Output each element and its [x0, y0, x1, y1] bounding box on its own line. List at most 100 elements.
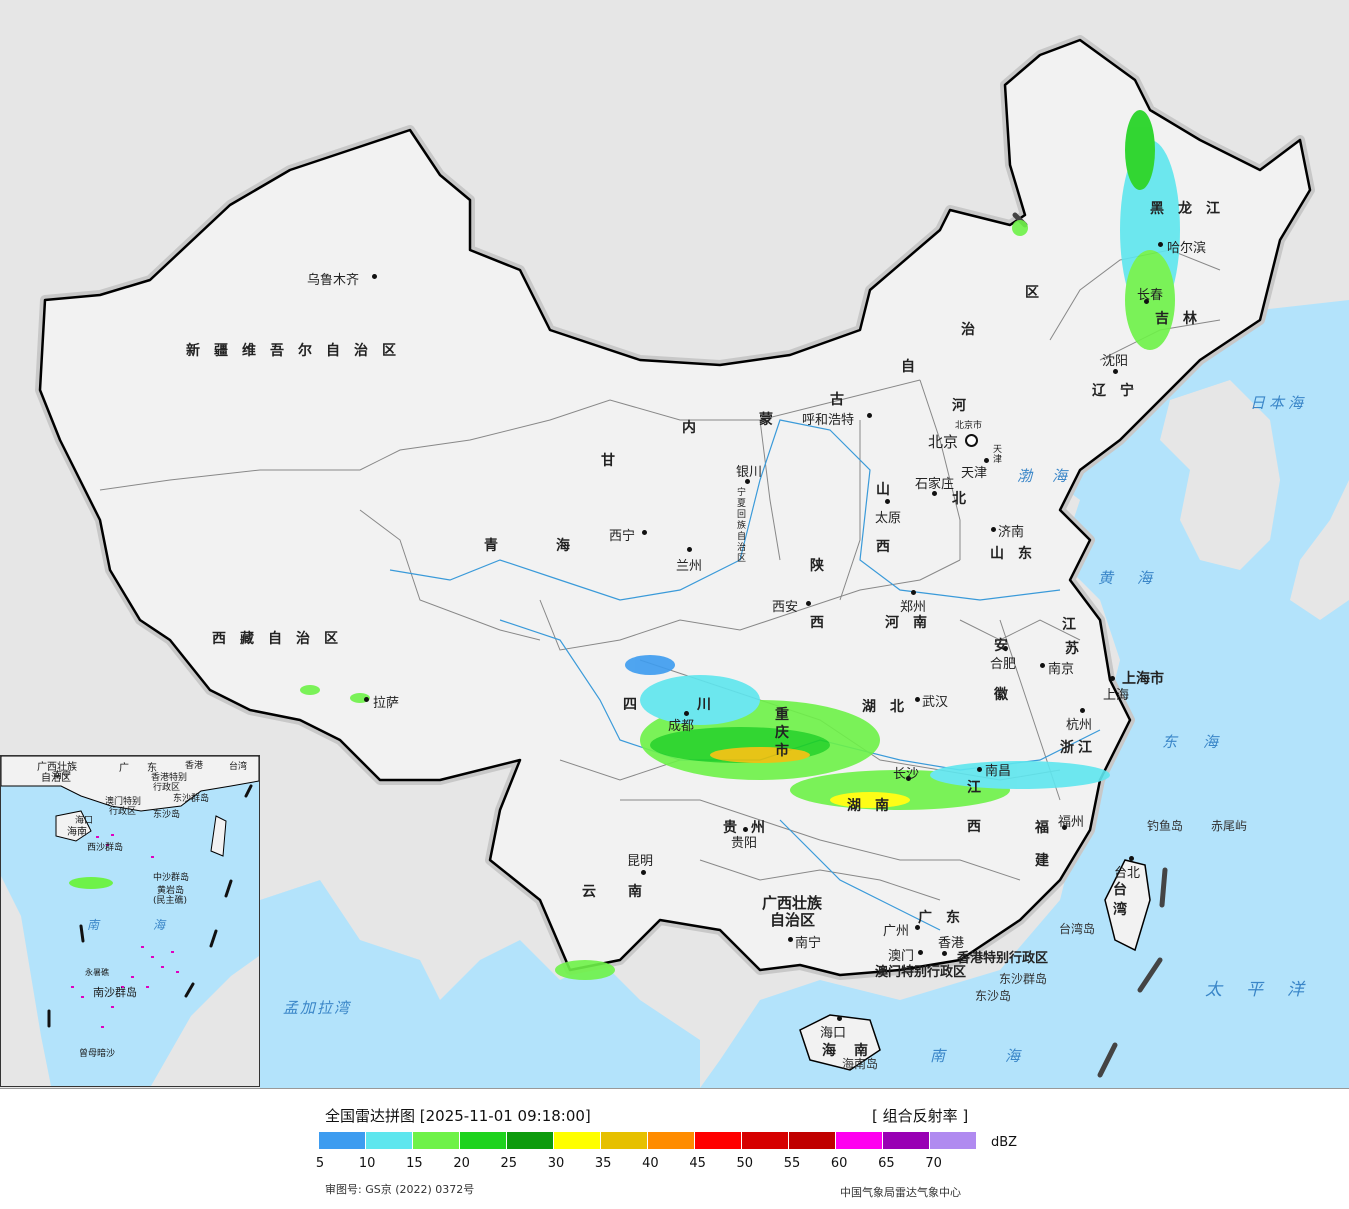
city-label-shanghaicity: 上海 — [1103, 688, 1130, 703]
legend-tick-label: 35 — [594, 1156, 612, 1171]
province-label-neimenggu-3: 古 — [830, 392, 844, 408]
city-marker — [991, 527, 996, 532]
city-label-hohhot: 呼和浩特 — [802, 413, 855, 428]
city-marker — [364, 697, 369, 702]
city-label-beijing: 北京 — [928, 433, 959, 451]
city-label-guiyang: 贵阳 — [731, 836, 758, 851]
legend-swatch — [930, 1132, 977, 1149]
inset-label-dongsha: 东沙群岛 — [173, 794, 210, 804]
city-marker — [743, 827, 748, 832]
province-label-xinjiang: 新疆维吾尔自治区 — [186, 343, 410, 359]
legend-tick-label: 10 — [358, 1156, 376, 1171]
inset-label-guangxi: 广西壮族 — [37, 762, 77, 773]
sea-label-nanhai: 南海 — [930, 1047, 1081, 1065]
city-label-taiyuan: 太原 — [875, 511, 902, 526]
inset-label-hainan: 海南 — [67, 827, 87, 838]
province-label-fujian-1: 福 — [1035, 820, 1049, 836]
legend-tick-label: 25 — [500, 1156, 518, 1171]
capital-marker — [965, 434, 978, 447]
legend-unit: dBZ — [991, 1135, 1018, 1150]
province-label-liaoning: 辽宁 — [1092, 383, 1148, 399]
city-marker — [915, 697, 920, 702]
inset-base — [1, 756, 259, 1086]
province-label-guangdong: 广东 — [918, 910, 974, 926]
city-marker — [641, 870, 646, 875]
legend-color-bar — [319, 1132, 977, 1149]
inset-label-hai: 海 — [153, 918, 176, 932]
city-marker — [918, 950, 923, 955]
city-label-macaucity: 澳门 — [888, 949, 915, 964]
province-label-jiangsu-1: 江 — [1062, 617, 1076, 633]
province-label-jiangsu-2: 苏 — [1065, 641, 1079, 657]
city-label-hangzhou: 杭州 — [1066, 718, 1093, 733]
province-label-henan: 河南 — [885, 615, 941, 631]
city-label-haikou: 海口 — [820, 1026, 847, 1041]
legend-tick-label: 70 — [925, 1156, 942, 1171]
province-label-hainan: 海南 — [822, 1043, 886, 1059]
province-label-neimenggu-6: 区 — [1025, 285, 1039, 301]
city-label-taibei: 台北 — [1114, 866, 1141, 881]
city-label-urumqi: 乌鲁木齐 — [307, 273, 360, 288]
legend-approval-number: 审图号: GS京 (2022) 0372号 — [325, 1183, 475, 1196]
inset-label-nan: 南 — [87, 918, 110, 932]
province-label-hk: 香港特别行政区 — [957, 951, 1049, 966]
province-label-hebei-1: 河 — [952, 398, 966, 414]
island-label-dongshadao: 东沙岛 — [975, 989, 1012, 1003]
legend-swatch — [413, 1132, 460, 1149]
city-marker — [837, 1016, 842, 1021]
province-label-jiangxi-1: 江 — [967, 780, 981, 796]
legend-swatch — [836, 1132, 883, 1149]
province-label-xizang: 西藏自治区 — [212, 631, 352, 647]
city-marker — [1110, 676, 1115, 681]
legend-product: [ 组合反射率 ] — [872, 1107, 969, 1125]
city-marker — [687, 547, 692, 552]
sea-label-huanghai: 黄海 — [1098, 569, 1177, 587]
legend-tick-label: 50 — [736, 1156, 754, 1171]
city-marker — [867, 413, 872, 418]
province-label-hubei: 湖北 — [862, 699, 918, 715]
inset-label-guang: 广 — [119, 763, 129, 774]
province-label-sichuan-2: 川 — [697, 697, 711, 713]
city-label-chengdu: 成都 — [668, 719, 695, 734]
legend-swatch — [460, 1132, 507, 1149]
legend-swatch — [883, 1132, 930, 1149]
city-marker — [885, 499, 890, 504]
legend-tick-label: 55 — [783, 1156, 801, 1171]
province-label-shandong: 山东 — [990, 546, 1046, 562]
province-label-neimenggu-5: 治 — [961, 322, 975, 338]
map-area: 新疆维吾尔自治区 西藏自治区 青 海 甘 内 蒙 古 自 治 区 黑龙江 吉林 … — [0, 0, 1349, 1088]
province-label-fujian-2: 建 — [1035, 853, 1049, 869]
legend-organization: 中国气象局雷达气象中心 — [840, 1186, 961, 1199]
province-label-anhui-2: 徽 — [994, 687, 1008, 703]
province-label-hebei-2: 北 — [952, 491, 966, 507]
legend-swatch — [695, 1132, 742, 1149]
island-label-chiwei: 赤尾屿 — [1211, 819, 1248, 833]
city-label-tianjin: 天津 — [961, 466, 988, 481]
city-label-lanzhou: 兰州 — [676, 559, 703, 574]
legend-swatch — [601, 1132, 648, 1149]
inset-label-yongshu: 永暑礁 — [85, 968, 109, 977]
province-label-qinghai-1: 青 — [484, 538, 498, 554]
city-label-xian: 西安 — [772, 600, 799, 615]
inset-label-dong: 东 — [147, 763, 157, 774]
city-marker — [745, 479, 750, 484]
city-marker — [1040, 663, 1045, 668]
city-marker — [788, 937, 793, 942]
city-label-harbin: 哈尔滨 — [1167, 241, 1207, 256]
city-marker — [642, 530, 647, 535]
sea-label-taipingyang: 太平洋 — [1205, 980, 1328, 1000]
city-marker — [1158, 242, 1163, 247]
legend-ticks: 5 10 15 20 25 30 35 40 45 50 55 60 65 70 — [305, 1156, 1005, 1174]
legend-tick-label: 15 — [406, 1156, 423, 1171]
island-label-diaoyu: 钓鱼岛 — [1147, 819, 1184, 833]
city-marker — [977, 767, 982, 772]
city-label-kunming: 昆明 — [627, 854, 654, 869]
city-marker — [932, 491, 937, 496]
legend-swatch — [554, 1132, 601, 1149]
legend-tick-label: 5 — [315, 1156, 325, 1171]
city-marker — [911, 590, 916, 595]
city-label-shenyang: 沈阳 — [1102, 354, 1129, 369]
legend-swatch — [742, 1132, 789, 1149]
province-label-neimenggu-4: 自 — [901, 359, 915, 375]
sea-label-riben: 日本海 — [1250, 394, 1308, 412]
